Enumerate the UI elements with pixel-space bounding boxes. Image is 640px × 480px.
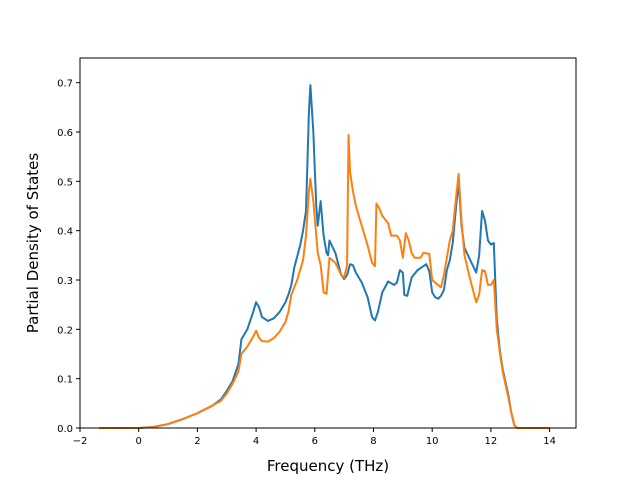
y-tick-label: 0.4	[57, 227, 73, 238]
series-line-1	[99, 84, 550, 429]
x-tick-label: 12	[485, 436, 498, 447]
x-tick-label: −2	[73, 436, 88, 447]
series-line-2	[99, 133, 550, 429]
axis-ticks: −2 0 2 4 6 8 10 12 14 0.0 0.1 0.2 0.3 0.4 0.5 0.6 0.7	[57, 79, 556, 447]
x-tick-label: 14	[543, 436, 556, 447]
y-tick-label: 0.6	[57, 128, 73, 139]
x-axis-label: Frequency (THz)	[267, 457, 389, 475]
y-axis-label: Partial Density of States	[24, 153, 42, 334]
y-tick-label: 0.3	[57, 276, 73, 287]
y-tick-label: 0.1	[57, 375, 73, 386]
plot-lines	[99, 84, 550, 429]
y-tick-label: 0.0	[57, 424, 73, 435]
x-tick-label: 6	[312, 436, 318, 447]
y-tick-label: 0.7	[57, 79, 73, 90]
x-tick-label: 8	[370, 436, 376, 447]
plot-frame	[79, 57, 577, 429]
y-tick-label: 0.2	[57, 325, 73, 336]
x-tick-label: 4	[253, 436, 259, 447]
x-tick-label: 2	[194, 436, 200, 447]
x-tick-label: 0	[136, 436, 142, 447]
y-tick-label: 0.5	[57, 177, 73, 188]
x-tick-label: 10	[426, 436, 439, 447]
